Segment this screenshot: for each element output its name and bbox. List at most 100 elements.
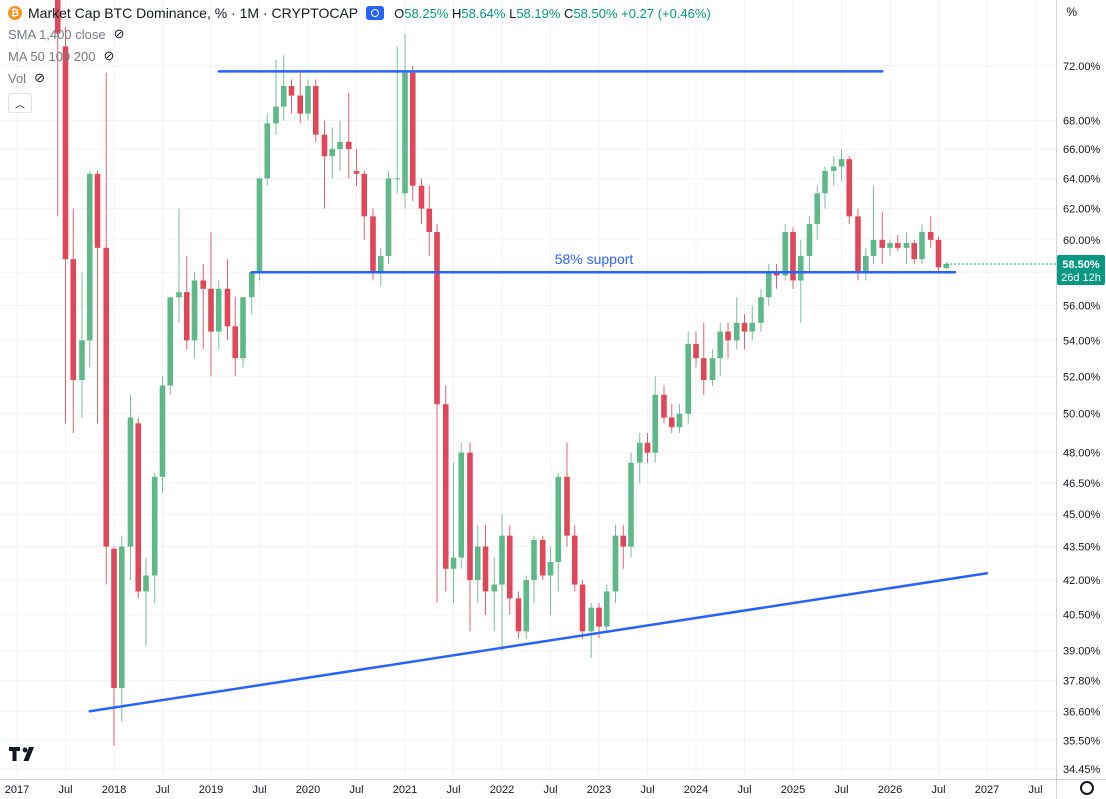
candle-body: [741, 322, 748, 332]
candle-body: [321, 134, 328, 157]
y-tick-label: 45.00%: [1063, 509, 1101, 521]
x-tick-label: Jul: [931, 784, 945, 796]
candle-body: [151, 476, 158, 576]
y-tick-label: 60.00%: [1063, 235, 1101, 247]
high-value: 58.64%: [461, 5, 506, 21]
eye-hidden-icon[interactable]: ⊘: [34, 70, 45, 85]
open-key: O: [394, 5, 405, 21]
candle-body: [385, 178, 392, 256]
candle-body: [790, 231, 796, 281]
y-tick-label: 35.50%: [1063, 735, 1101, 747]
eye-hidden-icon[interactable]: ⊘: [113, 26, 125, 41]
candle-body: [256, 178, 263, 273]
indicator-vol[interactable]: Vol ⊘: [8, 67, 711, 89]
candle-body: [903, 243, 910, 248]
candle-body: [733, 322, 740, 341]
candle-body: [919, 231, 925, 260]
candle-body: [709, 358, 716, 381]
candle-body: [143, 575, 149, 592]
trend-line-rising-support: [88, 571, 989, 713]
candle-body: [482, 546, 489, 592]
settings-gear-icon[interactable]: [1080, 781, 1094, 795]
candle-body: [887, 243, 893, 248]
y-tick-label: 52.00%: [1063, 371, 1101, 383]
candle-body: [636, 442, 643, 463]
eye-hidden-icon[interactable]: ⊘: [103, 48, 115, 63]
open-value: 58.25%: [404, 5, 449, 21]
chart-legend: ₿ Market Cap BTC Dominance, % · 1M · CRY…: [8, 3, 711, 113]
y-tick-label: 46.50%: [1063, 478, 1101, 490]
candle-body: [159, 385, 166, 477]
candle-body: [200, 280, 207, 289]
tradingview-logo-icon[interactable]: [9, 747, 39, 761]
x-tick-label: Jul: [58, 784, 72, 796]
scale-unit-label[interactable]: %: [1066, 5, 1077, 19]
candle-body: [838, 159, 845, 167]
candle-body: [911, 243, 918, 260]
collapse-legend-button[interactable]: ︿: [8, 93, 32, 113]
candle-body: [442, 404, 449, 569]
candle-body: [474, 546, 481, 581]
x-tick-label: 2020: [296, 784, 320, 796]
candle-body: [506, 535, 513, 599]
close-value: 58.50%: [573, 5, 618, 21]
candle-body: [652, 394, 659, 453]
candle-body: [628, 462, 634, 547]
y-tick-label: 72.00%: [1063, 61, 1101, 73]
candle-body: [523, 580, 530, 632]
candle-body: [370, 216, 376, 273]
y-tick-label: 62.00%: [1063, 204, 1101, 216]
candle-body: [215, 288, 222, 332]
candle-body: [402, 72, 408, 194]
low-value: 58.19%: [516, 5, 561, 21]
candle-body: [458, 452, 465, 558]
candle-body: [305, 86, 311, 114]
close-key: C: [564, 5, 574, 21]
y-tick-label: 42.00%: [1063, 575, 1101, 587]
symbol-title[interactable]: Market Cap BTC Dominance, % · 1M · CRYPT…: [28, 5, 359, 21]
y-tick-label: 56.00%: [1063, 301, 1101, 313]
price-tag-value: 58.50%: [1062, 259, 1100, 271]
x-tick-label: Jul: [155, 784, 169, 796]
candle-body: [782, 231, 789, 276]
y-tick-label: 40.50%: [1063, 610, 1101, 622]
candle-body: [644, 442, 651, 453]
candle-body: [927, 231, 934, 240]
x-tick-label: 2025: [781, 784, 805, 796]
candle-body: [62, 46, 69, 260]
candle-body: [394, 178, 401, 180]
candle-body: [531, 540, 537, 581]
candle-body: [758, 297, 764, 323]
indicator-ma-label: MA 50 100 200: [8, 48, 96, 64]
candle-body: [596, 607, 602, 627]
candle-body: [717, 331, 724, 359]
indicator-sma[interactable]: SMA 1,400 close ⊘: [8, 23, 711, 45]
x-tick-label: 2023: [587, 784, 611, 796]
candle-body: [167, 297, 174, 386]
candle-body: [377, 255, 384, 273]
candle-body: [79, 340, 85, 381]
candle-body: [288, 86, 295, 96]
candle-body: [515, 598, 522, 632]
indicator-ma[interactable]: MA 50 100 200 ⊘: [8, 45, 711, 67]
candle-body: [862, 255, 869, 273]
candle-body: [312, 86, 319, 135]
high-key: H: [451, 5, 462, 21]
candle-body: [224, 288, 231, 327]
visibility-toggle-icon[interactable]: [366, 6, 385, 20]
y-tick-label: 50.00%: [1063, 409, 1101, 421]
candle-body: [418, 185, 425, 209]
candle-body: [491, 584, 498, 592]
candle-body: [297, 95, 304, 114]
y-tick-label: 34.45%: [1063, 764, 1101, 776]
x-tick-label: 2017: [5, 784, 29, 796]
indicator-sma-label: SMA 1,400 close: [8, 26, 106, 42]
candle-body: [353, 170, 360, 174]
x-tick-label: 2021: [393, 784, 417, 796]
candle-body: [70, 259, 77, 381]
candle-body: [693, 343, 699, 359]
candle-body: [467, 452, 473, 581]
price-tag: [1057, 255, 1105, 286]
candle-body: [111, 548, 117, 689]
